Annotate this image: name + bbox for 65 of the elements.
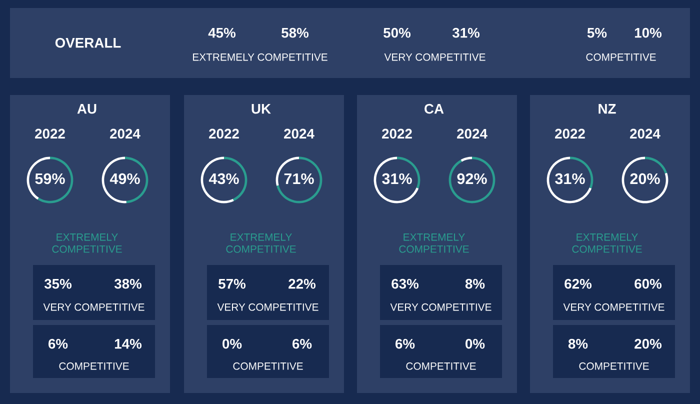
- text: 58%: [282, 28, 309, 38]
- text: 60%: [634, 278, 662, 289]
- donut-slice: [546, 156, 592, 204]
- data-label: 31%: [555, 173, 585, 184]
- text: VERY COMPETITIVE: [43, 303, 144, 311]
- data-label: 20%: [630, 173, 660, 184]
- text: VERY COMPETITIVE: [384, 53, 486, 61]
- donut-slice: [645, 156, 668, 174]
- text: 8%: [465, 278, 485, 289]
- text: VERY COMPETITIVE: [390, 303, 492, 311]
- text: 14%: [114, 338, 142, 349]
- donut-slice: [460, 156, 472, 162]
- text: EXTREMELY COMPETITIVE: [52, 234, 122, 253]
- text: 35%: [44, 278, 72, 289]
- text: 8%: [568, 338, 588, 349]
- text: 57%: [218, 278, 246, 289]
- text: EXTREMELY COMPETITIVE: [399, 234, 469, 253]
- text: CA: [424, 104, 444, 114]
- text: COMPETITIVE: [579, 362, 649, 370]
- text: 6%: [48, 338, 68, 349]
- text: 0%: [466, 338, 485, 349]
- text: VERY COMPETITIVE: [217, 303, 318, 311]
- data-label: 92%: [457, 173, 487, 184]
- text: 63%: [392, 278, 419, 289]
- text: 50%: [384, 28, 411, 38]
- text: VERY COMPETITIVE: [563, 303, 664, 311]
- donut-slice: [276, 156, 322, 204]
- data-label: 31%: [382, 173, 412, 184]
- chart-title: 2024: [110, 128, 140, 139]
- data-label: 59%: [35, 173, 65, 184]
- chart-title: 2024: [284, 128, 314, 139]
- text: AU: [77, 104, 96, 114]
- data-label: 71%: [284, 173, 314, 184]
- chart-title: 2022: [35, 128, 65, 139]
- text: COMPETITIVE: [59, 362, 129, 370]
- text: 6%: [292, 338, 312, 349]
- text: OVERALL: [55, 38, 121, 48]
- text: 45%: [208, 28, 236, 38]
- text: COMPETITIVE: [406, 362, 476, 370]
- text: 10%: [634, 28, 662, 38]
- text: 6%: [395, 338, 415, 349]
- text: UK: [252, 104, 271, 114]
- chart-title: 2024: [630, 128, 660, 139]
- data-label: 49%: [110, 173, 140, 184]
- text: 20%: [634, 338, 662, 349]
- text: NZ: [598, 104, 616, 114]
- text: EXTREMELY COMPETITIVE: [226, 234, 296, 253]
- chart-title: 2022: [209, 128, 239, 139]
- data-label: 43%: [208, 173, 239, 184]
- donut-slice: [448, 156, 496, 204]
- text: 31%: [452, 28, 480, 38]
- text: 0%: [222, 338, 242, 349]
- text: COMPETITIVE: [233, 362, 303, 370]
- chart-title: 2022: [382, 128, 412, 139]
- text: EXTREMELY COMPETITIVE: [572, 234, 642, 253]
- text: EXTREMELY COMPETITIVE: [193, 53, 328, 61]
- text: COMPETITIVE: [586, 53, 656, 61]
- text: 62%: [564, 278, 592, 289]
- chart-title: 2024: [457, 128, 488, 139]
- chart-title: 2022: [555, 128, 585, 139]
- text: 38%: [114, 278, 142, 289]
- donut-slice: [374, 156, 419, 204]
- donut-slice: [622, 156, 668, 204]
- text: 22%: [288, 278, 316, 289]
- text: 5%: [587, 28, 607, 38]
